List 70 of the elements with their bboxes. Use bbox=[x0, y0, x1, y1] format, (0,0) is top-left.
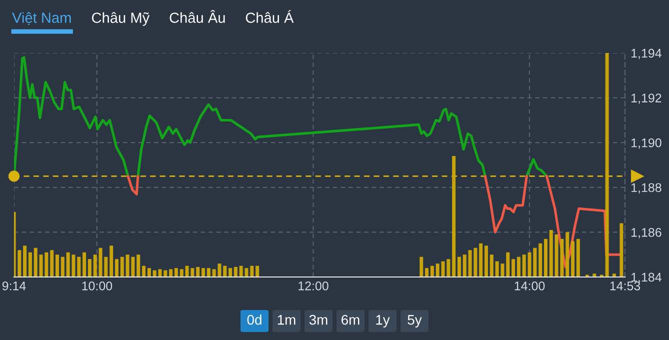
bar bbox=[516, 256, 520, 277]
bar bbox=[544, 238, 548, 277]
text: 0d bbox=[247, 314, 262, 325]
bar bbox=[506, 252, 510, 277]
bar bbox=[425, 268, 429, 277]
bar bbox=[446, 259, 450, 277]
bar bbox=[196, 266, 200, 277]
bar bbox=[605, 53, 609, 277]
bar bbox=[174, 268, 178, 277]
text: 1y bbox=[376, 315, 390, 328]
text: 1m bbox=[278, 315, 296, 325]
y-tick-label: 1,186 bbox=[632, 228, 662, 238]
bar bbox=[479, 243, 483, 277]
bar bbox=[571, 241, 575, 277]
text: 3m bbox=[309, 314, 328, 325]
bar bbox=[490, 254, 494, 277]
bar bbox=[169, 269, 173, 277]
bar bbox=[82, 252, 86, 277]
bar bbox=[620, 223, 624, 277]
x-tick-label: 12:00 bbox=[298, 281, 328, 290]
x-tick-label: 9:14 bbox=[2, 281, 26, 290]
bar bbox=[60, 256, 64, 277]
bar bbox=[50, 250, 54, 277]
y-tick-label: 1,194 bbox=[632, 48, 662, 60]
bar bbox=[147, 268, 151, 277]
bar bbox=[430, 266, 434, 277]
bar bbox=[457, 256, 461, 277]
bar bbox=[120, 256, 124, 277]
bar bbox=[420, 256, 424, 277]
bar bbox=[522, 254, 526, 277]
bar bbox=[512, 259, 516, 277]
bar bbox=[93, 254, 97, 277]
bar bbox=[576, 238, 580, 277]
bar bbox=[549, 230, 553, 277]
bar bbox=[77, 256, 81, 277]
x-tick-label: 14:00 bbox=[514, 281, 545, 290]
bar bbox=[538, 243, 542, 277]
y-tick-label: 1,184 bbox=[632, 272, 662, 284]
bar bbox=[114, 259, 118, 277]
bar bbox=[206, 268, 210, 277]
bar bbox=[136, 254, 140, 277]
y-tick-label: 1,190 bbox=[632, 138, 662, 149]
bar bbox=[462, 254, 466, 277]
bar bbox=[228, 268, 232, 277]
bar bbox=[28, 252, 32, 277]
text: Việt Nam bbox=[12, 12, 71, 25]
bar bbox=[56, 254, 60, 277]
bar bbox=[34, 248, 38, 277]
bar bbox=[234, 266, 238, 277]
bar bbox=[223, 266, 227, 277]
text: 6m bbox=[342, 314, 360, 325]
y-tick-label: 1,188 bbox=[632, 183, 662, 194]
y-tick-label: 1,192 bbox=[632, 94, 662, 104]
text: 5y bbox=[408, 315, 422, 328]
bar bbox=[88, 259, 92, 277]
x-tick-label: 10:00 bbox=[82, 281, 112, 290]
bar bbox=[180, 269, 184, 277]
bar bbox=[256, 266, 260, 277]
text: Châu Á bbox=[246, 10, 294, 23]
bar bbox=[484, 246, 488, 277]
bar bbox=[566, 232, 570, 277]
x-tick-label: 14:53 bbox=[610, 281, 640, 290]
bar bbox=[110, 246, 114, 277]
text: Châu Âu bbox=[170, 10, 225, 23]
bar bbox=[142, 266, 146, 277]
bar bbox=[452, 156, 456, 277]
text: Châu Mỹ bbox=[92, 12, 150, 26]
bar bbox=[202, 268, 205, 277]
bar bbox=[239, 266, 243, 277]
bar bbox=[23, 246, 27, 277]
